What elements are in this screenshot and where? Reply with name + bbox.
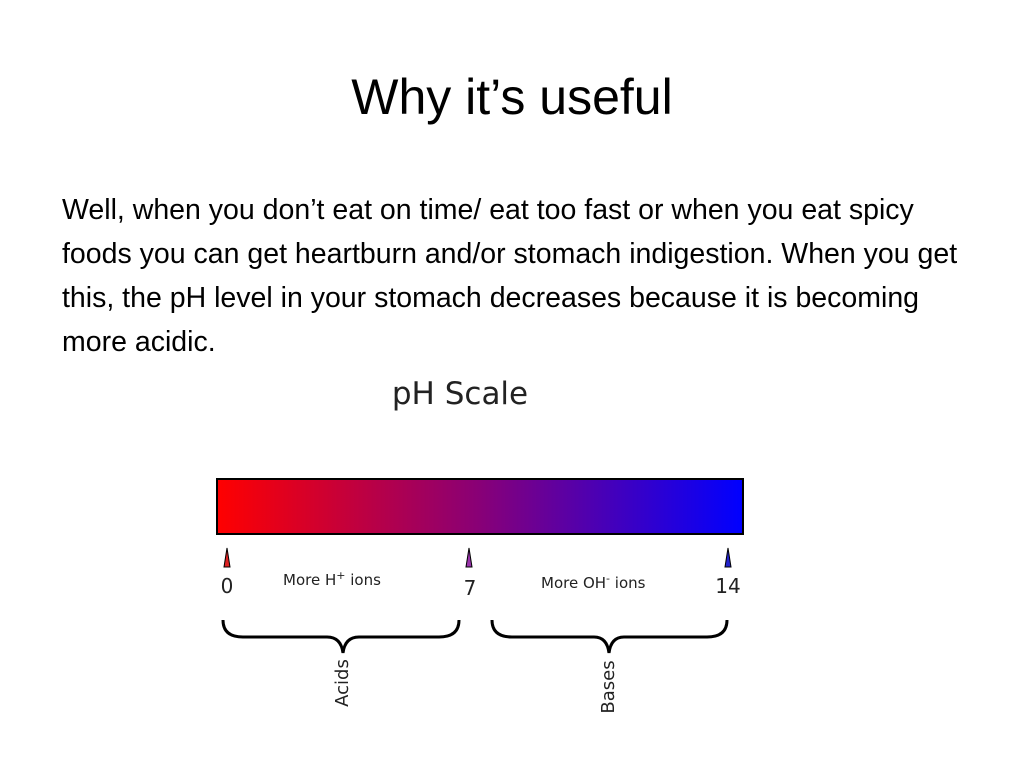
marker-pin-7 — [465, 547, 473, 568]
acids-brace — [221, 619, 461, 654]
marker-pin-14 — [724, 547, 732, 568]
bases-brace — [490, 619, 729, 654]
acids-label: Acids — [332, 659, 353, 707]
figure-title: pH Scale — [392, 376, 528, 412]
marker-label-0: 0 — [221, 574, 234, 598]
marker-14 — [724, 547, 732, 568]
ph-scale-diagram: pH Scale 0 7 14 More H+ ions More OH- io… — [216, 376, 744, 714]
marker-7 — [465, 547, 473, 568]
ph-scale-figure: pH Scale 0 7 14 More H+ ions More OH- io… — [209, 365, 752, 725]
body-paragraph: Well, when you don’t eat on time/ eat to… — [62, 194, 958, 358]
acid-ions-text: More H+ ions — [283, 569, 381, 589]
base-ions-text: More OH- ions — [541, 572, 646, 592]
marker-0 — [223, 547, 231, 568]
bases-label: Bases — [598, 660, 619, 713]
marker-label-14: 14 — [715, 574, 740, 598]
marker-pin-0 — [223, 547, 231, 568]
ph-gradient-bar — [216, 478, 744, 535]
slide-title: Why it’s useful — [351, 69, 673, 125]
marker-label-7: 7 — [464, 576, 477, 600]
